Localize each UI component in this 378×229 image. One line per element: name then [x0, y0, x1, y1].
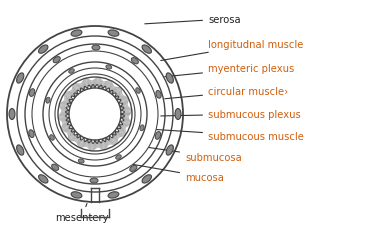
Ellipse shape [166, 145, 174, 155]
Ellipse shape [166, 74, 174, 84]
Circle shape [7, 27, 183, 202]
Ellipse shape [108, 31, 119, 37]
Ellipse shape [108, 192, 119, 198]
Text: myenteric plexus: myenteric plexus [165, 64, 294, 77]
Ellipse shape [142, 46, 152, 54]
Ellipse shape [71, 192, 82, 198]
Ellipse shape [140, 125, 144, 131]
Ellipse shape [29, 89, 35, 97]
Text: submucous muscle: submucous muscle [151, 130, 304, 141]
Ellipse shape [175, 109, 181, 120]
Text: submucous plexus: submucous plexus [161, 109, 301, 120]
Ellipse shape [116, 155, 121, 160]
Ellipse shape [53, 57, 60, 63]
Ellipse shape [52, 164, 59, 171]
Text: mesentery: mesentery [55, 204, 108, 222]
Ellipse shape [46, 98, 50, 104]
Circle shape [32, 52, 158, 177]
Ellipse shape [71, 31, 82, 37]
Ellipse shape [106, 65, 112, 70]
Ellipse shape [92, 46, 100, 51]
Ellipse shape [50, 135, 54, 141]
Circle shape [43, 63, 147, 166]
Circle shape [17, 37, 173, 192]
Ellipse shape [39, 46, 48, 54]
Text: mucosa: mucosa [128, 164, 224, 182]
Ellipse shape [155, 132, 161, 140]
Ellipse shape [39, 175, 48, 183]
Text: circular muscle›: circular muscle› [165, 87, 288, 99]
Ellipse shape [142, 175, 152, 183]
Ellipse shape [9, 109, 15, 120]
Ellipse shape [131, 58, 138, 65]
Ellipse shape [136, 88, 140, 94]
Circle shape [58, 78, 132, 151]
Text: longitudnal muscle: longitudnal muscle [161, 40, 304, 61]
Ellipse shape [130, 166, 137, 172]
Ellipse shape [90, 178, 98, 183]
Ellipse shape [78, 159, 84, 164]
Circle shape [69, 89, 121, 140]
Ellipse shape [17, 74, 24, 84]
Ellipse shape [69, 69, 74, 74]
Text: serosa: serosa [145, 15, 241, 25]
Circle shape [25, 45, 165, 184]
Ellipse shape [29, 130, 34, 138]
Circle shape [49, 69, 141, 160]
Circle shape [55, 75, 135, 154]
Ellipse shape [156, 91, 161, 99]
Ellipse shape [17, 145, 24, 155]
Text: submucosa: submucosa [135, 146, 242, 162]
